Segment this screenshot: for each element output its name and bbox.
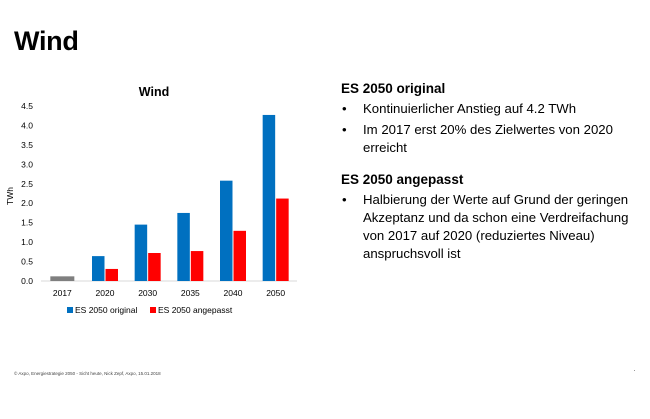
x-tick-label: 2020	[96, 288, 115, 298]
x-tick-label: 2017	[53, 288, 72, 298]
bar-original-2050	[262, 114, 276, 281]
bar-original-2040	[220, 180, 233, 281]
bullet-item: Halbierung der Werte auf Grund der gerin…	[341, 191, 646, 263]
bars	[50, 114, 289, 281]
x-tick-label: 2040	[224, 288, 243, 298]
y-tick-label: 4.0	[21, 120, 33, 130]
bar-original-2020	[92, 256, 105, 281]
y-tick-labels: 0.0 0.5 1.0 1.5 2.0 2.5 3.0 3.5 4.0 4.5	[21, 101, 33, 286]
y-tick-label: 0.5	[21, 257, 33, 267]
y-tick-label: 0.0	[21, 276, 33, 286]
legend-label: ES 2050 original	[75, 305, 137, 315]
x-tick-labels: 2017 2020 2030 2035 2040 2050	[53, 288, 286, 298]
y-tick-label: 1.0	[21, 237, 33, 247]
bar-angepasst-2040	[233, 230, 246, 281]
y-axis-label: TWh	[5, 187, 15, 205]
bar-angepasst-2030	[148, 253, 161, 281]
chart-title: Wind	[139, 85, 169, 99]
y-tick-label: 4.5	[21, 101, 33, 111]
section-angepasst: ES 2050 angepasst Halbierung der Werte a…	[341, 171, 646, 263]
legend-label: ES 2050 angepasst	[158, 305, 233, 315]
bar-original-2035	[177, 212, 190, 281]
bar-angepasst-2050	[276, 198, 289, 281]
x-tick-label: 2030	[138, 288, 157, 298]
section-title-angepasst: ES 2050 angepasst	[341, 172, 464, 187]
footer-text: © Axpo, Energiestrategie 2050 - Sicht he…	[14, 371, 161, 376]
page-dot	[634, 370, 635, 371]
bullet-list-angepasst: Halbierung der Werte auf Grund der gerin…	[341, 191, 646, 263]
bullet-list-original: Kontinuierlicher Anstieg auf 4.2 TWh Im …	[341, 100, 646, 157]
legend-swatch	[67, 307, 73, 313]
y-tick-label: 2.5	[21, 179, 33, 189]
legend: ES 2050 original ES 2050 angepasst	[67, 305, 233, 315]
y-tick-label: 1.5	[21, 218, 33, 228]
y-tick-label: 3.5	[21, 140, 33, 150]
x-tick-label: 2050	[266, 288, 285, 298]
bullet-item: Im 2017 erst 20% des Zielwertes von 2020…	[341, 121, 646, 157]
x-tick-label: 2035	[181, 288, 200, 298]
bullet-item: Kontinuierlicher Anstieg auf 4.2 TWh	[341, 100, 646, 118]
section-title-original: ES 2050 original	[341, 81, 446, 96]
explanation-panel: ES 2050 original Kontinuierlicher Anstie…	[341, 80, 646, 266]
bar-angepasst-2020	[105, 268, 118, 281]
y-tick-label: 3.0	[21, 159, 33, 169]
legend-swatch	[150, 307, 156, 313]
bar-original-2030	[134, 224, 148, 281]
bar-actual-2017	[50, 276, 75, 281]
section-original: ES 2050 original Kontinuierlicher Anstie…	[341, 80, 646, 157]
slide-title: Wind	[14, 26, 79, 56]
y-tick-label: 2.0	[21, 198, 33, 208]
bar-angepasst-2035	[190, 251, 204, 281]
